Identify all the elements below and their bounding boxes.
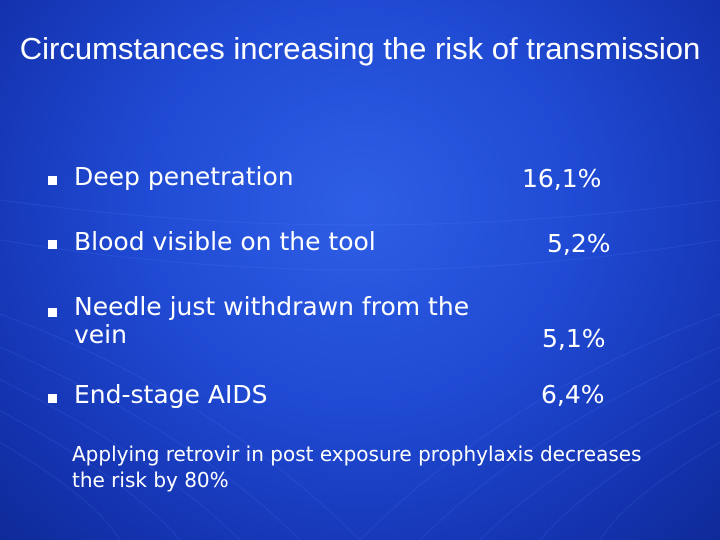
item-label-end-stage-aids: End-stage AIDS: [74, 380, 268, 409]
slide-title: Circumstances increasing the risk of tra…: [0, 28, 720, 70]
bullet-marker: [48, 240, 57, 249]
prophylaxis-note: Applying retrovir in post exposure proph…: [72, 442, 642, 492]
item-label-needle-withdrawn-text: Needle just withdrawn from the vein: [74, 292, 470, 349]
item-value-blood-visible: 5,2%: [547, 229, 611, 258]
item-value-end-stage-aids: 6,4%: [541, 380, 605, 409]
slide-title-text: Circumstances increasing the risk of tra…: [19, 31, 701, 66]
bullet-marker: [48, 394, 57, 403]
item-label-deep-penetration: Deep penetration: [74, 162, 294, 191]
bullet-marker: [48, 308, 57, 317]
item-label-needle-withdrawn: Needle just withdrawn from the vein: [74, 293, 494, 349]
bullet-marker: [48, 176, 57, 185]
item-value-deep-penetration: 16,1%: [522, 164, 602, 193]
item-label-blood-visible: Blood visible on the tool: [74, 227, 376, 256]
item-value-needle-withdrawn: 5,1%: [542, 324, 606, 353]
